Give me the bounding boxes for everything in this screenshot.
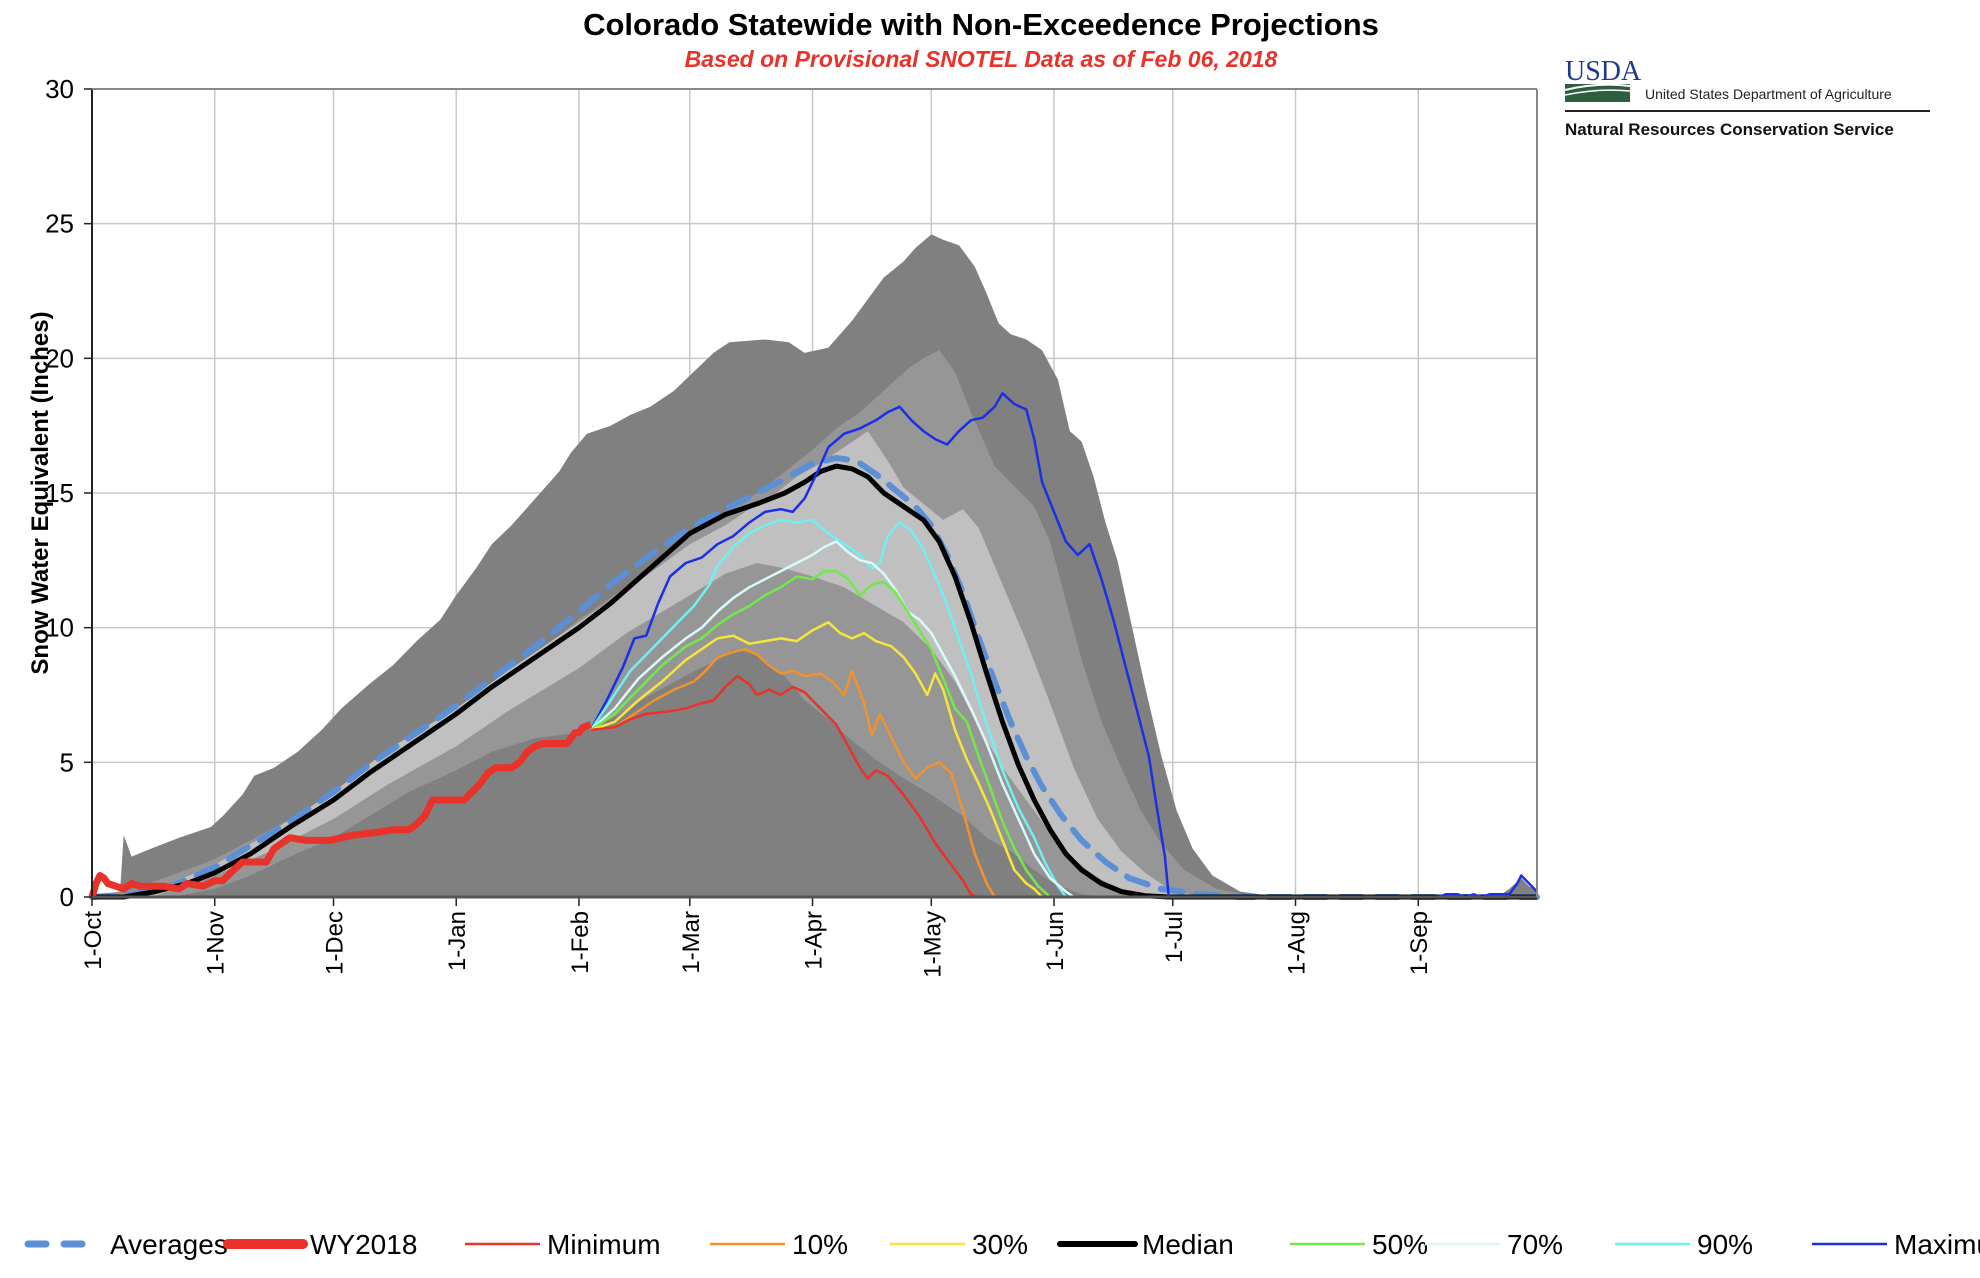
- series-line-averages: [89, 455, 1540, 900]
- legend-item: 70%: [1425, 1229, 1563, 1260]
- legend-item: Maximum: [1812, 1229, 1980, 1260]
- legend-item: 30%: [890, 1229, 1028, 1260]
- legend-item: Median: [1057, 1229, 1234, 1260]
- series-lines: [88, 392, 1540, 900]
- y-tick-label: 0: [60, 882, 74, 912]
- legend-item: WY2018: [223, 1229, 417, 1260]
- usda-landscape-icon: [1564, 83, 1631, 102]
- x-tick-labels: 1-Oct 1-Nov 1-Dec 1-Jan 1-Feb 1-Mar 1-Apr 1-May…: [80, 911, 1433, 978]
- x-tick-label: 1-Jan: [444, 911, 471, 971]
- legend-label: 30%: [972, 1229, 1028, 1260]
- x-tick-label: 1-Jul: [1161, 911, 1188, 963]
- historical-range-inner-band: [92, 431, 1537, 897]
- y-tick-label: 5: [60, 747, 74, 777]
- x-tick-label: 1-Sep: [1406, 911, 1433, 975]
- usda-logo: USDA United States Department of Agricul…: [1564, 56, 1930, 139]
- y-tick-label: 15: [45, 478, 74, 508]
- series-line-70pct: [589, 540, 1075, 899]
- legend-label: Minimum: [547, 1229, 661, 1260]
- x-tick-label: 1-Nov: [203, 911, 230, 975]
- x-tick-label: 1-Jun: [1042, 911, 1069, 971]
- legend-label: WY2018: [310, 1229, 417, 1260]
- legend-label: Maximum: [1894, 1229, 1980, 1260]
- usda-department-name: United States Department of Agriculture: [1645, 86, 1892, 102]
- x-tick-label: 1-Oct: [80, 911, 107, 970]
- usda-wordmark: USDA: [1565, 56, 1642, 87]
- y-tick-label: 20: [45, 343, 74, 373]
- legend-item: Averages: [24, 1229, 228, 1260]
- x-tick-label: 1-Mar: [678, 911, 705, 974]
- x-tick-label: 1-Aug: [1284, 911, 1311, 975]
- percentile-bands: [92, 234, 1537, 897]
- historical-range-middle-band: [92, 350, 1537, 897]
- x-tick-label: 1-Feb: [567, 911, 594, 974]
- y-tick-label: 25: [45, 209, 74, 239]
- legend-label: Averages: [110, 1229, 228, 1260]
- series-line-wy2018: [88, 721, 592, 898]
- x-tick-label: 1-Dec: [321, 911, 348, 975]
- legend-item: 90%: [1615, 1229, 1753, 1260]
- legend: Averages WY2018 Minimum 10% 30% Median 50% 70% 9…: [24, 1229, 1980, 1260]
- legend-item: 10%: [710, 1229, 848, 1260]
- legend-label: 50%: [1372, 1229, 1428, 1260]
- legend-label: 90%: [1697, 1229, 1753, 1260]
- legend-label: Median: [1142, 1229, 1234, 1260]
- legend-item: Minimum: [465, 1229, 661, 1260]
- y-tick-label: 30: [45, 74, 74, 104]
- y-axis-label: Snow Water Equivalent (Inches): [27, 311, 54, 674]
- series-line-10pct: [590, 647, 996, 898]
- axes: [84, 88, 1538, 906]
- series-line-50pct: [590, 569, 1051, 898]
- legend-item: 50%: [1290, 1229, 1428, 1260]
- chart-subtitle: Based on Provisional SNOTEL Data as of F…: [685, 46, 1278, 72]
- y-tick-label: 10: [45, 613, 74, 643]
- series-line-90pct: [589, 518, 1067, 898]
- series-line-maximum: [589, 392, 1538, 899]
- series-line-30pct: [590, 621, 1043, 898]
- y-tick-labels: 0 5 10 15 20 25 30: [45, 74, 74, 912]
- x-tick-label: 1-Apr: [801, 911, 828, 970]
- chart-title: Colorado Statewide with Non-Exceedence P…: [583, 7, 1379, 42]
- legend-label: 70%: [1507, 1229, 1563, 1260]
- legend-label: 10%: [792, 1229, 848, 1260]
- series-line-median: [92, 463, 1537, 900]
- series-line-minimum: [590, 674, 980, 899]
- nrcs-service-name: Natural Resources Conservation Service: [1565, 120, 1894, 139]
- x-tick-label: 1-May: [919, 911, 946, 978]
